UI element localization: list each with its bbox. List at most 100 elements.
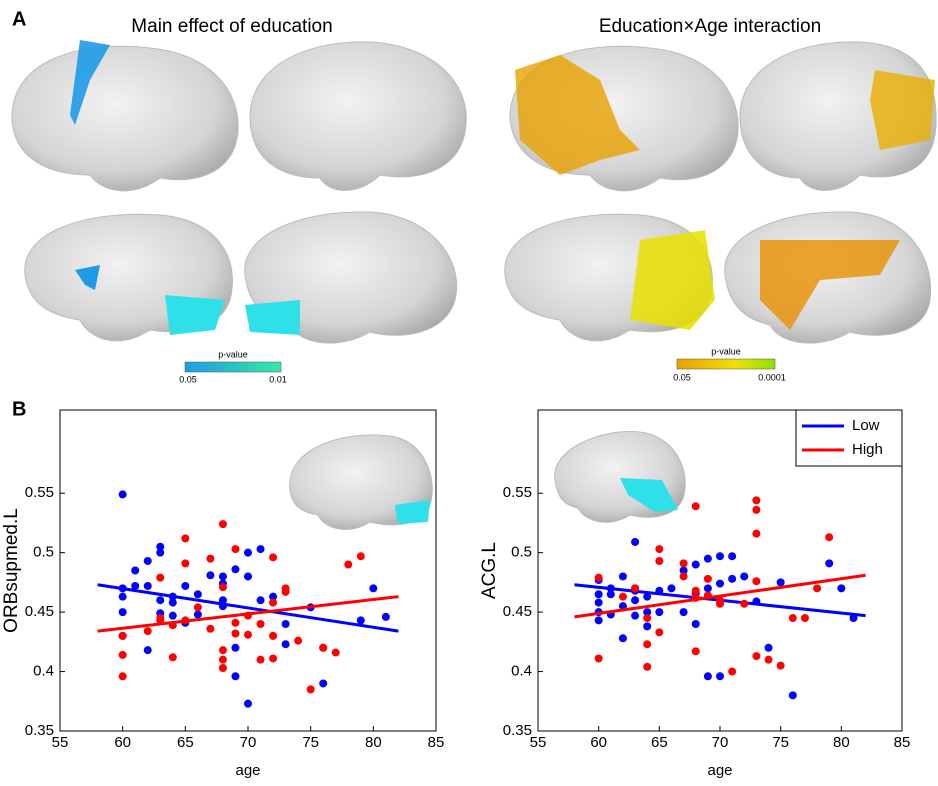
point bbox=[643, 640, 651, 648]
point bbox=[704, 584, 712, 592]
colorbar-label: 0.05 bbox=[673, 372, 691, 382]
point bbox=[655, 557, 663, 565]
point bbox=[282, 588, 290, 596]
point bbox=[813, 584, 821, 592]
point bbox=[257, 620, 265, 628]
point bbox=[144, 582, 152, 590]
point bbox=[156, 596, 164, 604]
point bbox=[206, 571, 214, 579]
y-tick-label: 0.55 bbox=[503, 484, 532, 501]
point bbox=[655, 608, 663, 616]
y-tick-label: 0.35 bbox=[503, 722, 532, 739]
point bbox=[119, 593, 127, 601]
point bbox=[765, 644, 773, 652]
point bbox=[119, 608, 127, 616]
point bbox=[643, 622, 651, 630]
point bbox=[837, 584, 845, 592]
x-tick-label: 60 bbox=[114, 734, 131, 751]
point bbox=[144, 646, 152, 654]
point bbox=[704, 555, 712, 563]
point bbox=[257, 656, 265, 664]
colorbar bbox=[185, 362, 281, 372]
point bbox=[728, 575, 736, 583]
point bbox=[156, 549, 164, 557]
x-tick-label: 65 bbox=[651, 734, 668, 751]
point bbox=[716, 552, 724, 560]
y-axis-label: ACG.L bbox=[479, 542, 500, 599]
point bbox=[704, 575, 712, 583]
point bbox=[728, 552, 736, 560]
point bbox=[619, 634, 627, 642]
point bbox=[777, 662, 785, 670]
colorbar-label: 0.05 bbox=[179, 374, 197, 384]
fit-line bbox=[98, 597, 399, 631]
y-tick-label: 0.35 bbox=[25, 722, 54, 739]
point bbox=[680, 572, 688, 580]
x-tick-label: 85 bbox=[894, 734, 911, 751]
point bbox=[643, 663, 651, 671]
point bbox=[692, 561, 700, 569]
x-tick-label: 75 bbox=[772, 734, 789, 751]
point bbox=[257, 545, 265, 553]
y-tick-label: 0.4 bbox=[511, 663, 532, 680]
point bbox=[740, 600, 748, 608]
point bbox=[181, 534, 189, 542]
colorbar bbox=[677, 359, 775, 369]
point bbox=[752, 652, 760, 660]
x-axis-label: age bbox=[235, 762, 260, 779]
x-tick-label: 75 bbox=[302, 734, 319, 751]
x-tick-label: 85 bbox=[428, 734, 445, 751]
point bbox=[692, 620, 700, 628]
point bbox=[219, 520, 227, 528]
point bbox=[825, 533, 833, 541]
point bbox=[282, 620, 290, 628]
point bbox=[752, 530, 760, 538]
x-tick-label: 70 bbox=[712, 734, 729, 751]
point bbox=[716, 672, 724, 680]
point bbox=[595, 654, 603, 662]
point bbox=[631, 584, 639, 592]
point bbox=[244, 572, 252, 580]
point bbox=[244, 549, 252, 557]
point bbox=[369, 584, 377, 592]
point bbox=[332, 649, 340, 657]
y-tick-label: 0.45 bbox=[503, 603, 532, 620]
point bbox=[169, 599, 177, 607]
colorbar-label: 0.0001 bbox=[758, 372, 786, 382]
point bbox=[765, 656, 773, 664]
point bbox=[655, 628, 663, 636]
point bbox=[294, 637, 302, 645]
x-axis-label: age bbox=[707, 762, 732, 779]
point bbox=[655, 545, 663, 553]
point bbox=[219, 664, 227, 672]
fit-line bbox=[98, 585, 399, 631]
y-tick-label: 0.55 bbox=[25, 484, 54, 501]
point bbox=[156, 574, 164, 582]
colorbar-title: p-value bbox=[711, 346, 741, 356]
point bbox=[269, 632, 277, 640]
panel-label: A bbox=[12, 8, 26, 30]
y-tick-label: 0.45 bbox=[25, 603, 54, 620]
x-tick-label: 60 bbox=[590, 734, 607, 751]
point bbox=[144, 557, 152, 565]
point bbox=[219, 656, 227, 664]
point bbox=[219, 572, 227, 580]
point bbox=[156, 614, 164, 622]
y-tick-label: 0.5 bbox=[33, 544, 54, 561]
colorbar-title: p-value bbox=[218, 349, 248, 359]
point bbox=[119, 651, 127, 659]
panel-title: Education×Age interaction bbox=[599, 16, 821, 37]
point bbox=[789, 691, 797, 699]
point bbox=[716, 580, 724, 588]
point bbox=[344, 561, 352, 569]
point bbox=[269, 553, 277, 561]
colorbar-label: 0.01 bbox=[269, 374, 287, 384]
point bbox=[307, 685, 315, 693]
point bbox=[257, 596, 265, 604]
point bbox=[169, 653, 177, 661]
point bbox=[595, 616, 603, 624]
point bbox=[119, 672, 127, 680]
point bbox=[319, 679, 327, 687]
point bbox=[231, 644, 239, 652]
legend-box bbox=[796, 410, 902, 466]
